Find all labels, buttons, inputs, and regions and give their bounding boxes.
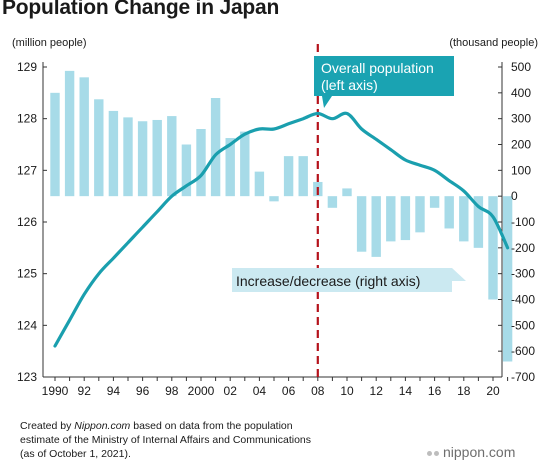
bar-1993: [94, 99, 104, 197]
right-tick-label: 300: [511, 112, 531, 126]
source-note: Created by Nippon.com based on data from…: [20, 419, 400, 461]
line-callout-text-2: (left axis): [321, 77, 378, 93]
x-tick-label: 10: [340, 384, 354, 398]
right-tick-label: 500: [511, 60, 531, 74]
x-tick-label: 12: [370, 384, 384, 398]
bar-2012: [371, 196, 381, 257]
bar-2016: [429, 196, 440, 208]
x-tick-label: 02: [224, 384, 238, 398]
right-tick-label: 400: [511, 86, 531, 100]
bar-1999: [181, 144, 192, 197]
bar-2002: [225, 138, 235, 197]
right-axis-label: (thousand people): [449, 37, 538, 49]
axes: 123 124 125 126 127 128 129 500 400 300 200 100 0 -10…: [17, 60, 535, 398]
bar-1996: [137, 121, 148, 197]
left-tick-label: 124: [17, 318, 37, 332]
right-tick-label: -300: [511, 267, 535, 281]
bar-1998: [167, 116, 177, 197]
bar-1992: [79, 77, 89, 197]
x-tick-label: 14: [399, 384, 413, 398]
x-tick-label: 94: [107, 384, 121, 398]
bar-2010: [342, 188, 352, 197]
left-tick-label: 127: [17, 163, 37, 177]
x-tick-label: 18: [457, 384, 471, 398]
bar-2021: [502, 196, 513, 362]
x-tick-label: 16: [428, 384, 442, 398]
left-tick-label: 129: [17, 60, 37, 74]
bar-2009: [327, 196, 338, 208]
bar-1997: [152, 119, 162, 197]
line-callout-text-1: Overall population: [321, 60, 434, 76]
x-tick-label: 98: [165, 384, 179, 398]
logo-dot-icon: [427, 450, 432, 456]
annotations: Overall population(left axis) Increase/de…: [232, 56, 466, 292]
right-tick-label: -100: [511, 215, 535, 229]
bar-2014: [400, 196, 411, 241]
bar-1994: [108, 110, 119, 197]
bar-2000: [196, 129, 206, 197]
right-tick-label: 200: [511, 138, 531, 152]
bar-2003: [240, 131, 250, 197]
nippon-logo: nippon.com: [427, 444, 515, 460]
bar-2006: [283, 156, 294, 197]
x-tick-label: 2000: [188, 384, 215, 398]
bar-2005: [269, 196, 279, 202]
x-tick-label: 20: [486, 384, 500, 398]
bar-callout-box: [232, 268, 466, 292]
x-tick-label: 96: [136, 384, 150, 398]
source-brand: Nippon.com: [74, 420, 131, 432]
bar-2011: [356, 196, 367, 252]
bar-2018: [459, 196, 469, 242]
bar-2001: [210, 98, 221, 197]
left-axis-label: (million people): [12, 37, 87, 49]
bar-1991: [64, 70, 75, 197]
right-tick-label: -600: [511, 344, 535, 358]
right-tick-label: -500: [511, 318, 535, 332]
bar-2015: [415, 196, 425, 233]
bar-1990: [50, 92, 60, 197]
bar-2004: [254, 171, 265, 197]
right-tick-label: -700: [511, 370, 535, 384]
left-tick-label: 126: [17, 215, 37, 229]
logo-text: nippon.com: [443, 444, 516, 460]
bar-1995: [123, 117, 133, 197]
right-tick-label: -200: [511, 241, 535, 255]
x-tick-label: 04: [253, 384, 267, 398]
bar-series: [50, 70, 513, 362]
bar-2007: [298, 156, 308, 197]
bar-callout-text: Increase/decrease (right axis): [236, 273, 420, 289]
bar-2019: [473, 196, 484, 248]
population-line: [53, 111, 510, 348]
right-tick-label: 100: [511, 163, 531, 177]
x-tick-label: 1990: [42, 384, 69, 398]
x-tick-label: 08: [311, 384, 325, 398]
left-tick-label: 128: [17, 112, 37, 126]
line-series: [53, 111, 510, 348]
line-callout-box: [314, 56, 454, 108]
right-tick-label: -400: [511, 293, 535, 307]
source-suffix: based on data from the population: [130, 420, 293, 432]
bar-2013: [386, 196, 396, 242]
bar-2020: [488, 196, 498, 300]
source-prefix: Created by: [20, 420, 75, 432]
chart-title: Population Change in Japan: [2, 0, 280, 19]
logo-dot-icon: [434, 450, 439, 456]
left-tick-label: 125: [17, 267, 37, 281]
source-line-3: (as of October 1, 2021).: [20, 448, 131, 460]
source-line-2: estimate of the Ministry of Internal Aff…: [20, 434, 312, 446]
left-tick-label: 123: [17, 370, 37, 384]
right-tick-label: 0: [511, 189, 518, 203]
x-tick-label: 92: [78, 384, 92, 398]
x-tick-label: 06: [282, 384, 296, 398]
bar-2017: [444, 196, 454, 229]
